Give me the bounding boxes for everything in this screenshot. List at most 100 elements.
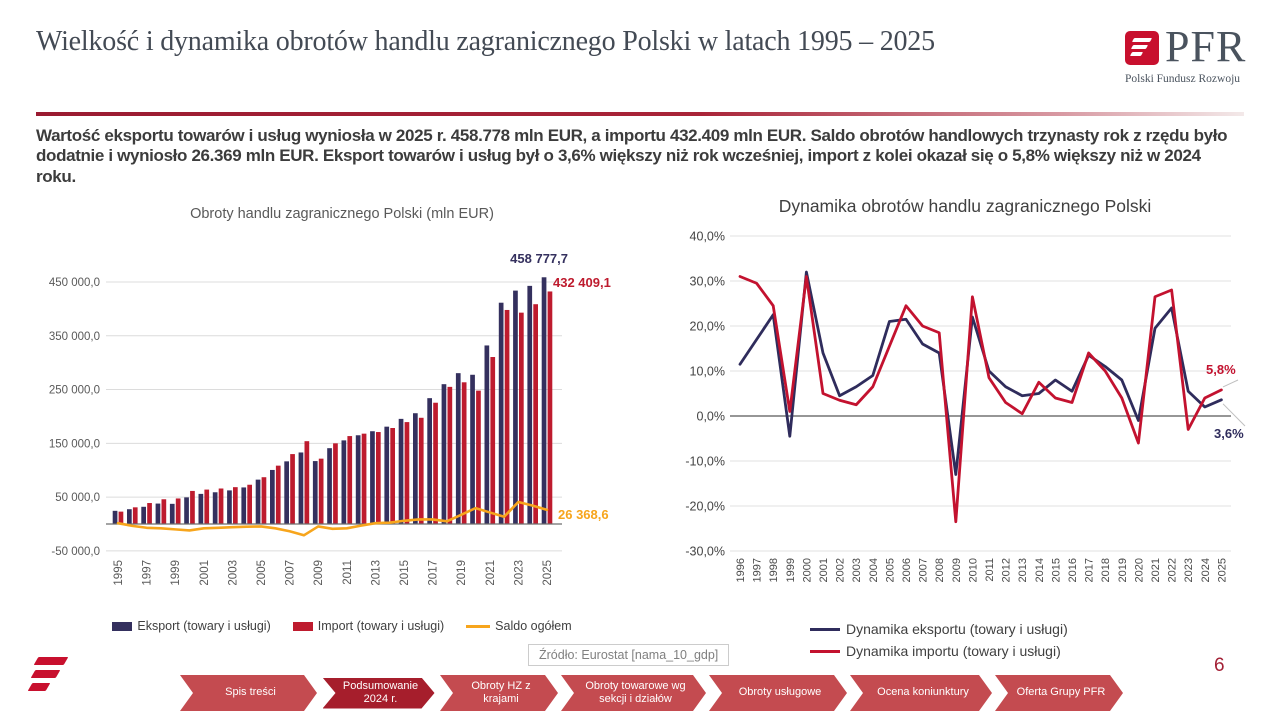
nav-item-7[interactable]: Oferta Grupy PFR	[995, 675, 1123, 711]
nav-item-1[interactable]: Spis treści	[180, 675, 317, 711]
svg-text:2023: 2023	[1183, 558, 1195, 582]
svg-text:26 368,6: 26 368,6	[558, 507, 609, 522]
svg-text:2007: 2007	[918, 558, 930, 582]
legend-item-saldo: Saldo ogółem	[466, 619, 572, 633]
trade-volume-chart-plot: 450 000,0 350 000,0 250 000,0 150 000,0 50 0…	[49, 251, 611, 586]
svg-text:0,0%: 0,0%	[697, 410, 726, 424]
nav-item-label: Spis treści	[225, 686, 276, 699]
nav-item-label: Oferta Grupy PFR	[1016, 686, 1106, 699]
svg-text:2011: 2011	[984, 558, 996, 582]
pfr-logo-text: PFR	[1165, 22, 1247, 71]
nav-item-3[interactable]: Obroty HZ z krajami	[440, 675, 558, 711]
svg-text:458 777,7: 458 777,7	[510, 251, 568, 266]
svg-text:2008: 2008	[934, 558, 946, 582]
x-tick-labels: 1995 1997 1999 2001 2003 2005 2007 2009 2011 2013…	[113, 560, 554, 586]
svg-text:2015: 2015	[399, 560, 411, 586]
export-swatch	[112, 621, 133, 631]
saldo-line	[116, 500, 549, 537]
svg-text:5,8%: 5,8%	[1206, 362, 1236, 377]
legend-item-import: Import (towary i usługi)	[292, 619, 445, 633]
legend-item-dyn-import: Dynamika importu (towary i usługi)	[810, 643, 1120, 659]
svg-text:2009: 2009	[313, 560, 325, 586]
pfr-footer-flag-icon	[27, 653, 72, 699]
svg-text:2017: 2017	[428, 560, 440, 586]
svg-text:2023: 2023	[513, 560, 525, 586]
y-tick-labels: 40,0% 30,0% 20,0% 10,0% 0,0% -10,0% -20,0% -30,…	[685, 230, 725, 559]
svg-text:2019: 2019	[456, 560, 468, 586]
y-tick-labels: 450 000,0 350 000,0 250 000,0 150 000,0 50 0…	[49, 277, 100, 558]
dyn-import-line	[738, 275, 1223, 524]
svg-text:1999: 1999	[170, 560, 182, 586]
legend-label-saldo: Saldo ogółem	[495, 619, 572, 633]
page-number: 6	[1214, 655, 1225, 676]
nav-item-4[interactable]: Obroty towarowe wg sekcji i działów	[561, 675, 706, 711]
legend-label-dyn-export: Dynamika eksportu (towary i usługi)	[846, 621, 1068, 637]
trade-dynamics-chart-plot: 40,0% 30,0% 20,0% 10,0% 0,0% -10,0% -20,0% -30,…	[685, 230, 1246, 582]
svg-text:2017: 2017	[1084, 558, 1096, 582]
svg-text:-20,0%: -20,0%	[685, 500, 725, 514]
nav-item-2[interactable]: Podsumowanie 2024 r.	[320, 675, 437, 711]
annotations: 5,8% 3,6%	[1206, 362, 1246, 441]
svg-text:2020: 2020	[1133, 558, 1145, 582]
trade-volume-legend: Eksport (towary i usługi) Import (towary…	[36, 619, 648, 633]
svg-text:-30,0%: -30,0%	[685, 545, 725, 559]
import-bars	[118, 291, 553, 524]
data-labels: 458 777,7 432 409,1 26 368,6	[510, 251, 611, 522]
svg-text:10,0%: 10,0%	[690, 365, 725, 379]
trade-volume-chart-title: Obroty handlu zagranicznego Polski (mln …	[190, 206, 494, 222]
trade-dynamics-chart: Dynamika obrotów handlu zagranicznego Po…	[655, 196, 1275, 659]
dyn-import-swatch	[810, 649, 840, 653]
svg-text:2003: 2003	[851, 558, 863, 582]
saldo-swatch	[466, 624, 491, 628]
trade-volume-chart: Obroty handlu zagranicznego Polski (mln …	[36, 206, 648, 633]
nav-item-label: Obroty towarowe wg sekcji i działów	[585, 679, 686, 705]
source-note: Źródło: Eurostat [nama_10_gdp]	[528, 644, 730, 666]
svg-text:2005: 2005	[884, 558, 896, 582]
svg-text:3,6%: 3,6%	[1214, 426, 1244, 441]
legend-item-export: Eksport (towary i usługi)	[112, 619, 271, 633]
svg-text:2024: 2024	[1200, 558, 1212, 582]
svg-text:-10,0%: -10,0%	[685, 455, 725, 469]
svg-text:150 000,0: 150 000,0	[49, 438, 100, 450]
svg-text:2004: 2004	[868, 558, 880, 582]
export-bars	[112, 277, 547, 524]
svg-text:2016: 2016	[1067, 558, 1079, 582]
nav-item-label: Obroty HZ z krajami	[471, 679, 531, 705]
svg-text:2005: 2005	[256, 560, 268, 586]
svg-text:1998: 1998	[768, 558, 780, 582]
svg-text:2003: 2003	[227, 560, 239, 586]
legend-label-dyn-import: Dynamika importu (towary i usługi)	[846, 643, 1061, 659]
nav-item-6[interactable]: Ocena koniunktury	[850, 675, 992, 711]
svg-text:2001: 2001	[199, 560, 211, 586]
svg-text:20,0%: 20,0%	[690, 320, 725, 334]
nav-item-label: Podsumowanie 2024 r.	[323, 678, 435, 709]
svg-text:2013: 2013	[370, 560, 382, 586]
svg-text:2001: 2001	[818, 558, 830, 582]
svg-text:2022: 2022	[1167, 558, 1179, 582]
dyn-export-swatch	[810, 627, 840, 631]
nav-item-5[interactable]: Obroty usługowe	[709, 675, 847, 711]
svg-text:2025: 2025	[1216, 558, 1228, 582]
svg-text:-50 000,0: -50 000,0	[51, 546, 100, 558]
x-tick-labels: 1996 1997 1998 1999 2000 2001 2002 2003 2004 2005…	[735, 558, 1228, 582]
svg-text:2006: 2006	[901, 558, 913, 582]
svg-text:2015: 2015	[1050, 558, 1062, 582]
summary-text: Wartość eksportu towarów i usług wyniosł…	[36, 126, 1228, 186]
svg-text:2013: 2013	[1017, 558, 1029, 582]
svg-text:1995: 1995	[113, 560, 125, 586]
pfr-flag-icon	[1125, 31, 1159, 65]
svg-text:450 000,0: 450 000,0	[49, 277, 100, 289]
svg-text:2021: 2021	[485, 560, 497, 586]
nav-item-label: Obroty usługowe	[738, 686, 822, 699]
svg-text:2012: 2012	[1001, 558, 1013, 582]
svg-text:2018: 2018	[1100, 558, 1112, 582]
svg-text:2025: 2025	[542, 560, 554, 586]
svg-text:2002: 2002	[835, 558, 847, 582]
trade-dynamics-legend: Dynamika eksportu (towary i usługi) Dyna…	[655, 621, 1275, 659]
dyn-export-line	[738, 270, 1223, 476]
svg-text:50 000,0: 50 000,0	[55, 492, 100, 504]
import-swatch	[292, 621, 313, 631]
svg-text:2000: 2000	[801, 558, 813, 582]
legend-label-import: Import (towary i usługi)	[317, 619, 445, 633]
